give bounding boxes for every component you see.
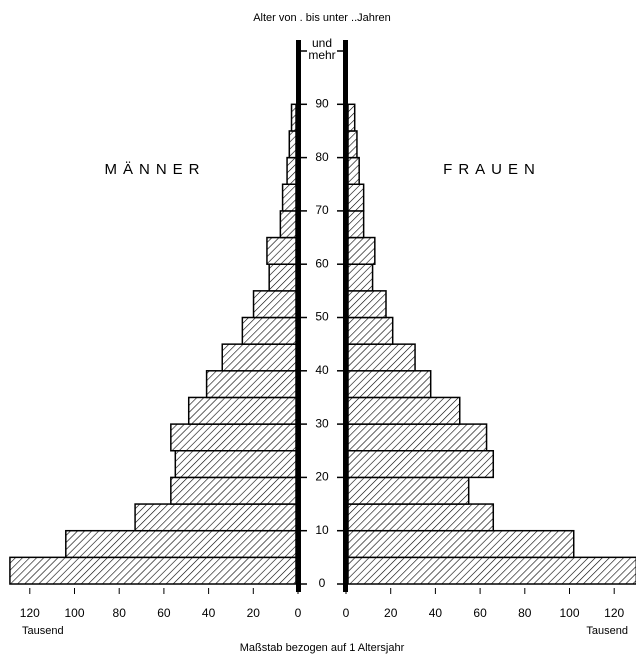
y-tick-label: 30 xyxy=(315,416,329,430)
bar xyxy=(347,343,416,372)
x-axis-label: Tausend xyxy=(22,625,64,637)
bar xyxy=(170,476,297,505)
y-tick-label: 60 xyxy=(315,256,329,270)
x-tick-label: 60 xyxy=(473,606,487,620)
bar xyxy=(347,103,356,132)
x-tick-label: 100 xyxy=(64,606,84,620)
bar xyxy=(134,503,297,532)
legend-label: MÄNNER xyxy=(104,161,205,178)
y-tick-label: 80 xyxy=(315,150,329,164)
x-tick-label: 60 xyxy=(157,606,171,620)
x-axis-label: Tausend xyxy=(586,625,628,637)
x-tick-label: 80 xyxy=(518,606,532,620)
bar xyxy=(221,343,297,372)
x-tick-label: 0 xyxy=(295,606,302,620)
y-tick-label: 70 xyxy=(315,203,329,217)
bar xyxy=(347,210,365,239)
caption: Maßstab bezogen auf 1 Altersjahr xyxy=(240,642,405,654)
x-tick-label: 40 xyxy=(202,606,216,620)
bar xyxy=(347,156,360,186)
bar xyxy=(266,236,297,265)
y-tick-label: 0 xyxy=(319,576,326,590)
bar xyxy=(347,423,488,452)
y-tick-label: und mehr xyxy=(308,36,336,62)
y-tick-label: 10 xyxy=(315,523,329,537)
x-tick-label: 80 xyxy=(113,606,127,620)
bar xyxy=(286,156,297,186)
x-tick-label: 120 xyxy=(20,606,40,620)
bar xyxy=(174,450,297,479)
y-tick-label: 40 xyxy=(315,363,329,377)
bar xyxy=(347,556,636,585)
bar xyxy=(281,183,297,212)
chart-title: Alter von . bis unter ..Jahren xyxy=(253,12,391,24)
x-tick-label: 20 xyxy=(247,606,261,620)
bar xyxy=(268,263,297,292)
bar xyxy=(347,450,495,479)
bar xyxy=(347,396,461,425)
bar xyxy=(252,290,297,319)
bar xyxy=(187,396,297,425)
bar xyxy=(65,529,297,559)
x-tick-label: 20 xyxy=(384,606,398,620)
bar xyxy=(347,476,470,505)
bar xyxy=(290,103,297,132)
bar xyxy=(241,316,297,345)
bar xyxy=(288,130,297,159)
x-tick-label: 40 xyxy=(429,606,443,620)
bar xyxy=(279,210,297,239)
bar xyxy=(347,290,387,319)
bar xyxy=(347,183,365,212)
x-tick-label: 0 xyxy=(343,606,350,620)
bar xyxy=(347,316,394,345)
x-tick-label: 100 xyxy=(559,606,579,620)
bar xyxy=(347,263,374,292)
legend-label: FRAUEN xyxy=(443,161,541,178)
bar xyxy=(347,370,432,399)
axis-line xyxy=(343,40,348,592)
bar xyxy=(347,236,376,265)
bar xyxy=(205,370,297,399)
x-tick-label: 120 xyxy=(604,606,624,620)
bar xyxy=(170,423,297,452)
bar xyxy=(347,130,358,159)
bar xyxy=(347,529,575,559)
axis-line xyxy=(296,40,301,592)
y-tick-label: 20 xyxy=(315,470,329,484)
y-tick-label: 50 xyxy=(315,310,329,324)
bar xyxy=(347,503,495,532)
bar xyxy=(9,556,297,585)
y-tick-label: 90 xyxy=(315,96,329,110)
